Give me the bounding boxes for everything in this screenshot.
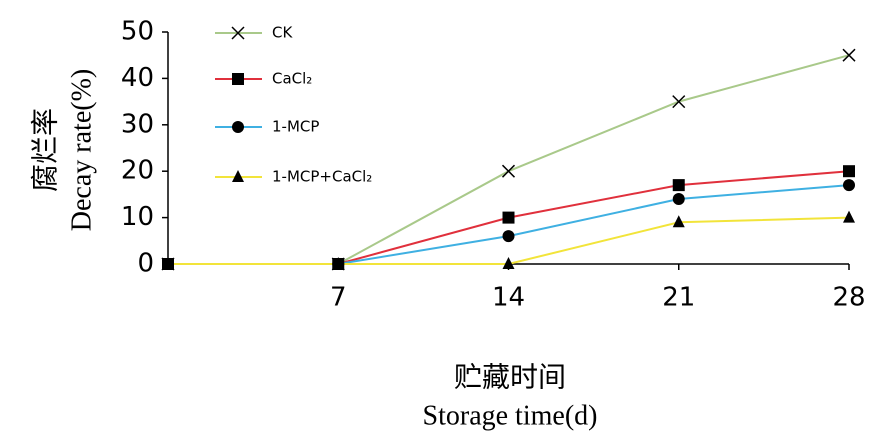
data-point bbox=[843, 165, 855, 178]
data-point bbox=[843, 210, 855, 223]
legend-marker bbox=[232, 73, 244, 85]
legend-label: CK bbox=[272, 24, 293, 42]
legend-label: 1-MCP+CaCl₂ bbox=[272, 168, 372, 186]
data-point bbox=[502, 257, 515, 269]
legend-marker bbox=[232, 170, 244, 182]
x-tick-label: 7 bbox=[330, 283, 347, 313]
data-point bbox=[672, 95, 686, 109]
x-tick-label: 21 bbox=[662, 283, 695, 313]
y-tick-label: 50 bbox=[121, 17, 154, 47]
y-tick-label: 40 bbox=[121, 63, 154, 93]
y-tick-label: 30 bbox=[121, 109, 154, 139]
y-tick-label: 10 bbox=[121, 202, 154, 232]
x-tick-label: 14 bbox=[492, 283, 525, 313]
data-point bbox=[502, 230, 515, 243]
x-tick-label: 28 bbox=[832, 283, 865, 313]
data-point bbox=[332, 257, 345, 269]
data-point bbox=[672, 179, 685, 192]
data-point bbox=[501, 164, 516, 178]
data-point bbox=[162, 257, 174, 269]
x-axis-title-cn: 贮藏时间 bbox=[454, 361, 566, 393]
data-point bbox=[843, 179, 855, 192]
legend-label: CaCl₂ bbox=[272, 70, 312, 88]
legend-label: 1-MCP bbox=[272, 118, 319, 136]
data-point bbox=[502, 211, 515, 224]
data-point bbox=[842, 48, 856, 62]
legend-marker bbox=[232, 121, 244, 133]
y-tick-label: 0 bbox=[137, 249, 154, 279]
series-line bbox=[168, 184, 850, 265]
data-point bbox=[672, 215, 685, 228]
y-axis-title: Decay rate(%) bbox=[66, 69, 97, 231]
data-point bbox=[672, 193, 685, 206]
legend-marker bbox=[231, 26, 245, 40]
y-tick-label: 20 bbox=[121, 156, 154, 186]
y-axis-title-cn: 腐烂率 bbox=[29, 108, 61, 192]
x-axis-title: Storage time(d) bbox=[423, 400, 598, 431]
